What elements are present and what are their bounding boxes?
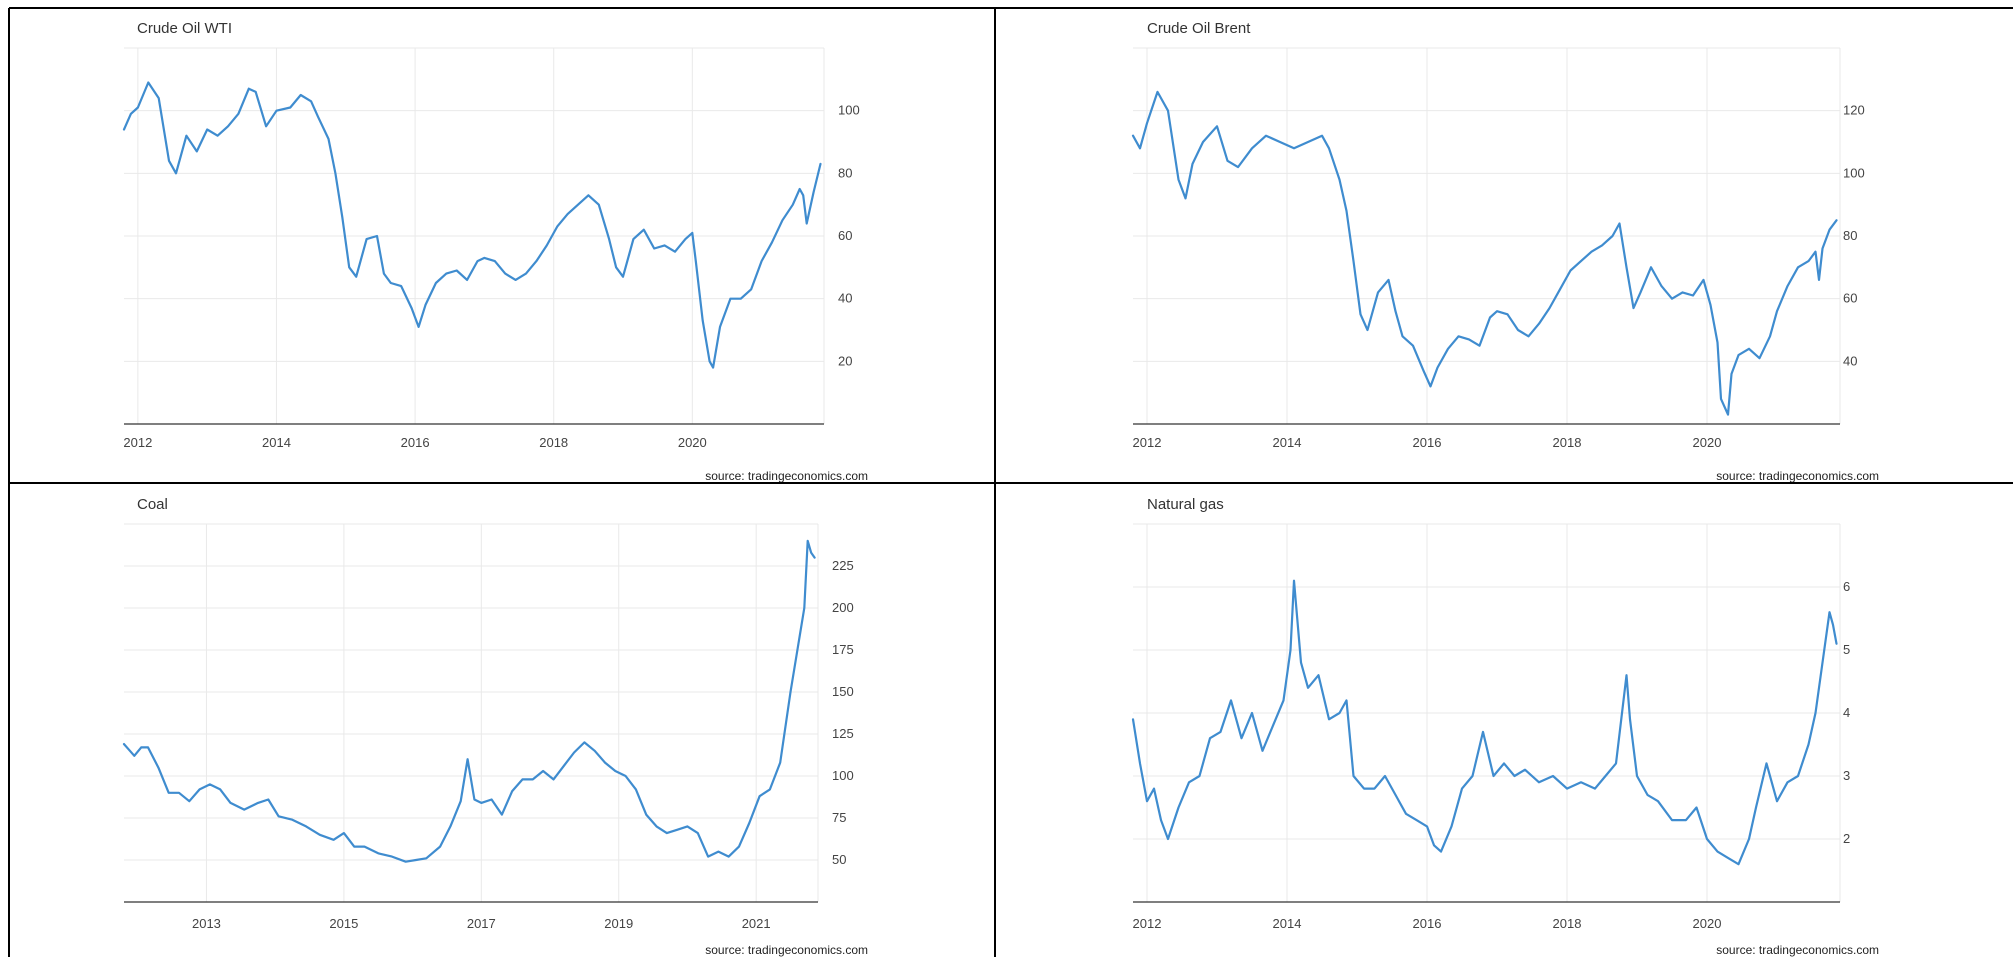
x-tick-label: 2014 bbox=[1273, 435, 1302, 450]
source-label: source: tradingeconomics.com bbox=[1716, 469, 1879, 483]
x-tick-label: 2020 bbox=[678, 435, 707, 450]
chart-panel-natural-gas: Natural gas 2 3 4 5 6 2012 2014 2016 2018 2020 sour… bbox=[995, 483, 2013, 957]
chart-panel-crude-oil-wti: Crude Oil WTI 20 40 60 80 100 2012 2014 2016 2018… bbox=[0, 0, 995, 483]
y-tick-label: 150 bbox=[832, 684, 854, 699]
y-tick-label: 60 bbox=[1843, 291, 1857, 306]
y-tick-label: 6 bbox=[1843, 579, 1850, 594]
y-tick-label: 60 bbox=[838, 228, 852, 243]
y-tick-label: 75 bbox=[832, 810, 846, 825]
x-tick-label: 2021 bbox=[742, 916, 771, 931]
y-tick-label: 125 bbox=[832, 726, 854, 741]
source-label: source: tradingeconomics.com bbox=[1716, 943, 1879, 957]
y-tick-label: 80 bbox=[838, 165, 852, 180]
chart-svg-coal: Coal 50 75 100 125 150 175 200 225 2013 2015 2017 20… bbox=[122, 496, 868, 957]
x-tick-label: 2016 bbox=[401, 435, 430, 450]
gridlines bbox=[124, 523, 819, 902]
y-tick-label: 40 bbox=[1843, 353, 1857, 368]
source-label: source: tradingeconomics.com bbox=[705, 943, 868, 957]
y-tick-label: 200 bbox=[832, 600, 854, 615]
y-tick-label: 100 bbox=[1843, 165, 1865, 180]
x-tick-label: 2013 bbox=[192, 916, 221, 931]
y-tick-label: 5 bbox=[1843, 642, 1850, 657]
y-tick-label: 100 bbox=[832, 768, 854, 783]
gridlines bbox=[124, 47, 825, 424]
x-tick-label: 2020 bbox=[1693, 435, 1722, 450]
gridlines bbox=[1133, 47, 1841, 424]
y-tick-label: 100 bbox=[838, 103, 860, 118]
y-tick-label: 225 bbox=[832, 558, 854, 573]
y-tick-label: 50 bbox=[832, 852, 846, 867]
x-tick-label: 2012 bbox=[1133, 916, 1162, 931]
gridlines bbox=[1133, 523, 1841, 902]
chart-svg-natural-gas: Natural gas 2 3 4 5 6 2012 2014 2016 2018 2020 sour… bbox=[1131, 496, 1879, 957]
x-tick-label: 2014 bbox=[262, 435, 291, 450]
chart-title: Crude Oil Brent bbox=[1147, 20, 1251, 37]
chart-title: Coal bbox=[137, 496, 168, 513]
chart-panel-coal: Coal 50 75 100 125 150 175 200 225 2013 2015 2017 20… bbox=[0, 483, 995, 957]
series-line-crude-oil-wti bbox=[122, 81, 822, 369]
x-tick-label: 2019 bbox=[604, 916, 633, 931]
x-tick-label: 2020 bbox=[1693, 916, 1722, 931]
x-tick-label: 2012 bbox=[1133, 435, 1162, 450]
chart-title: Natural gas bbox=[1147, 496, 1224, 513]
y-tick-label: 80 bbox=[1843, 228, 1857, 243]
y-tick-label: 20 bbox=[838, 353, 852, 368]
source-label: source: tradingeconomics.com bbox=[705, 469, 868, 483]
x-tick-label: 2015 bbox=[329, 916, 358, 931]
y-tick-label: 40 bbox=[838, 291, 852, 306]
x-tick-label: 2016 bbox=[1413, 916, 1442, 931]
x-tick-label: 2014 bbox=[1273, 916, 1302, 931]
series-line-natural-gas bbox=[1131, 579, 1838, 866]
chart-title: Crude Oil WTI bbox=[137, 20, 232, 37]
x-tick-label: 2017 bbox=[467, 916, 496, 931]
x-tick-label: 2016 bbox=[1413, 435, 1442, 450]
y-tick-label: 4 bbox=[1843, 705, 1850, 720]
y-tick-label: 120 bbox=[1843, 103, 1865, 118]
series-line-coal bbox=[122, 539, 816, 863]
y-tick-label: 175 bbox=[832, 642, 854, 657]
chart-panel-crude-oil-brent: Crude Oil Brent 40 60 80 100 120 2012 2014 2016 2… bbox=[995, 0, 2013, 483]
x-tick-label: 2012 bbox=[123, 435, 152, 450]
series-line-crude-oil-brent bbox=[1131, 90, 1838, 416]
chart-svg-crude-oil-brent: Crude Oil Brent 40 60 80 100 120 2012 2014 2016 2… bbox=[1131, 20, 1879, 483]
y-tick-label: 3 bbox=[1843, 768, 1850, 783]
x-tick-label: 2018 bbox=[1553, 916, 1582, 931]
y-tick-label: 2 bbox=[1843, 831, 1850, 846]
chart-svg-crude-oil-wti: Crude Oil WTI 20 40 60 80 100 2012 2014 2016 2018… bbox=[122, 20, 868, 483]
x-tick-label: 2018 bbox=[539, 435, 568, 450]
x-tick-label: 2018 bbox=[1553, 435, 1582, 450]
